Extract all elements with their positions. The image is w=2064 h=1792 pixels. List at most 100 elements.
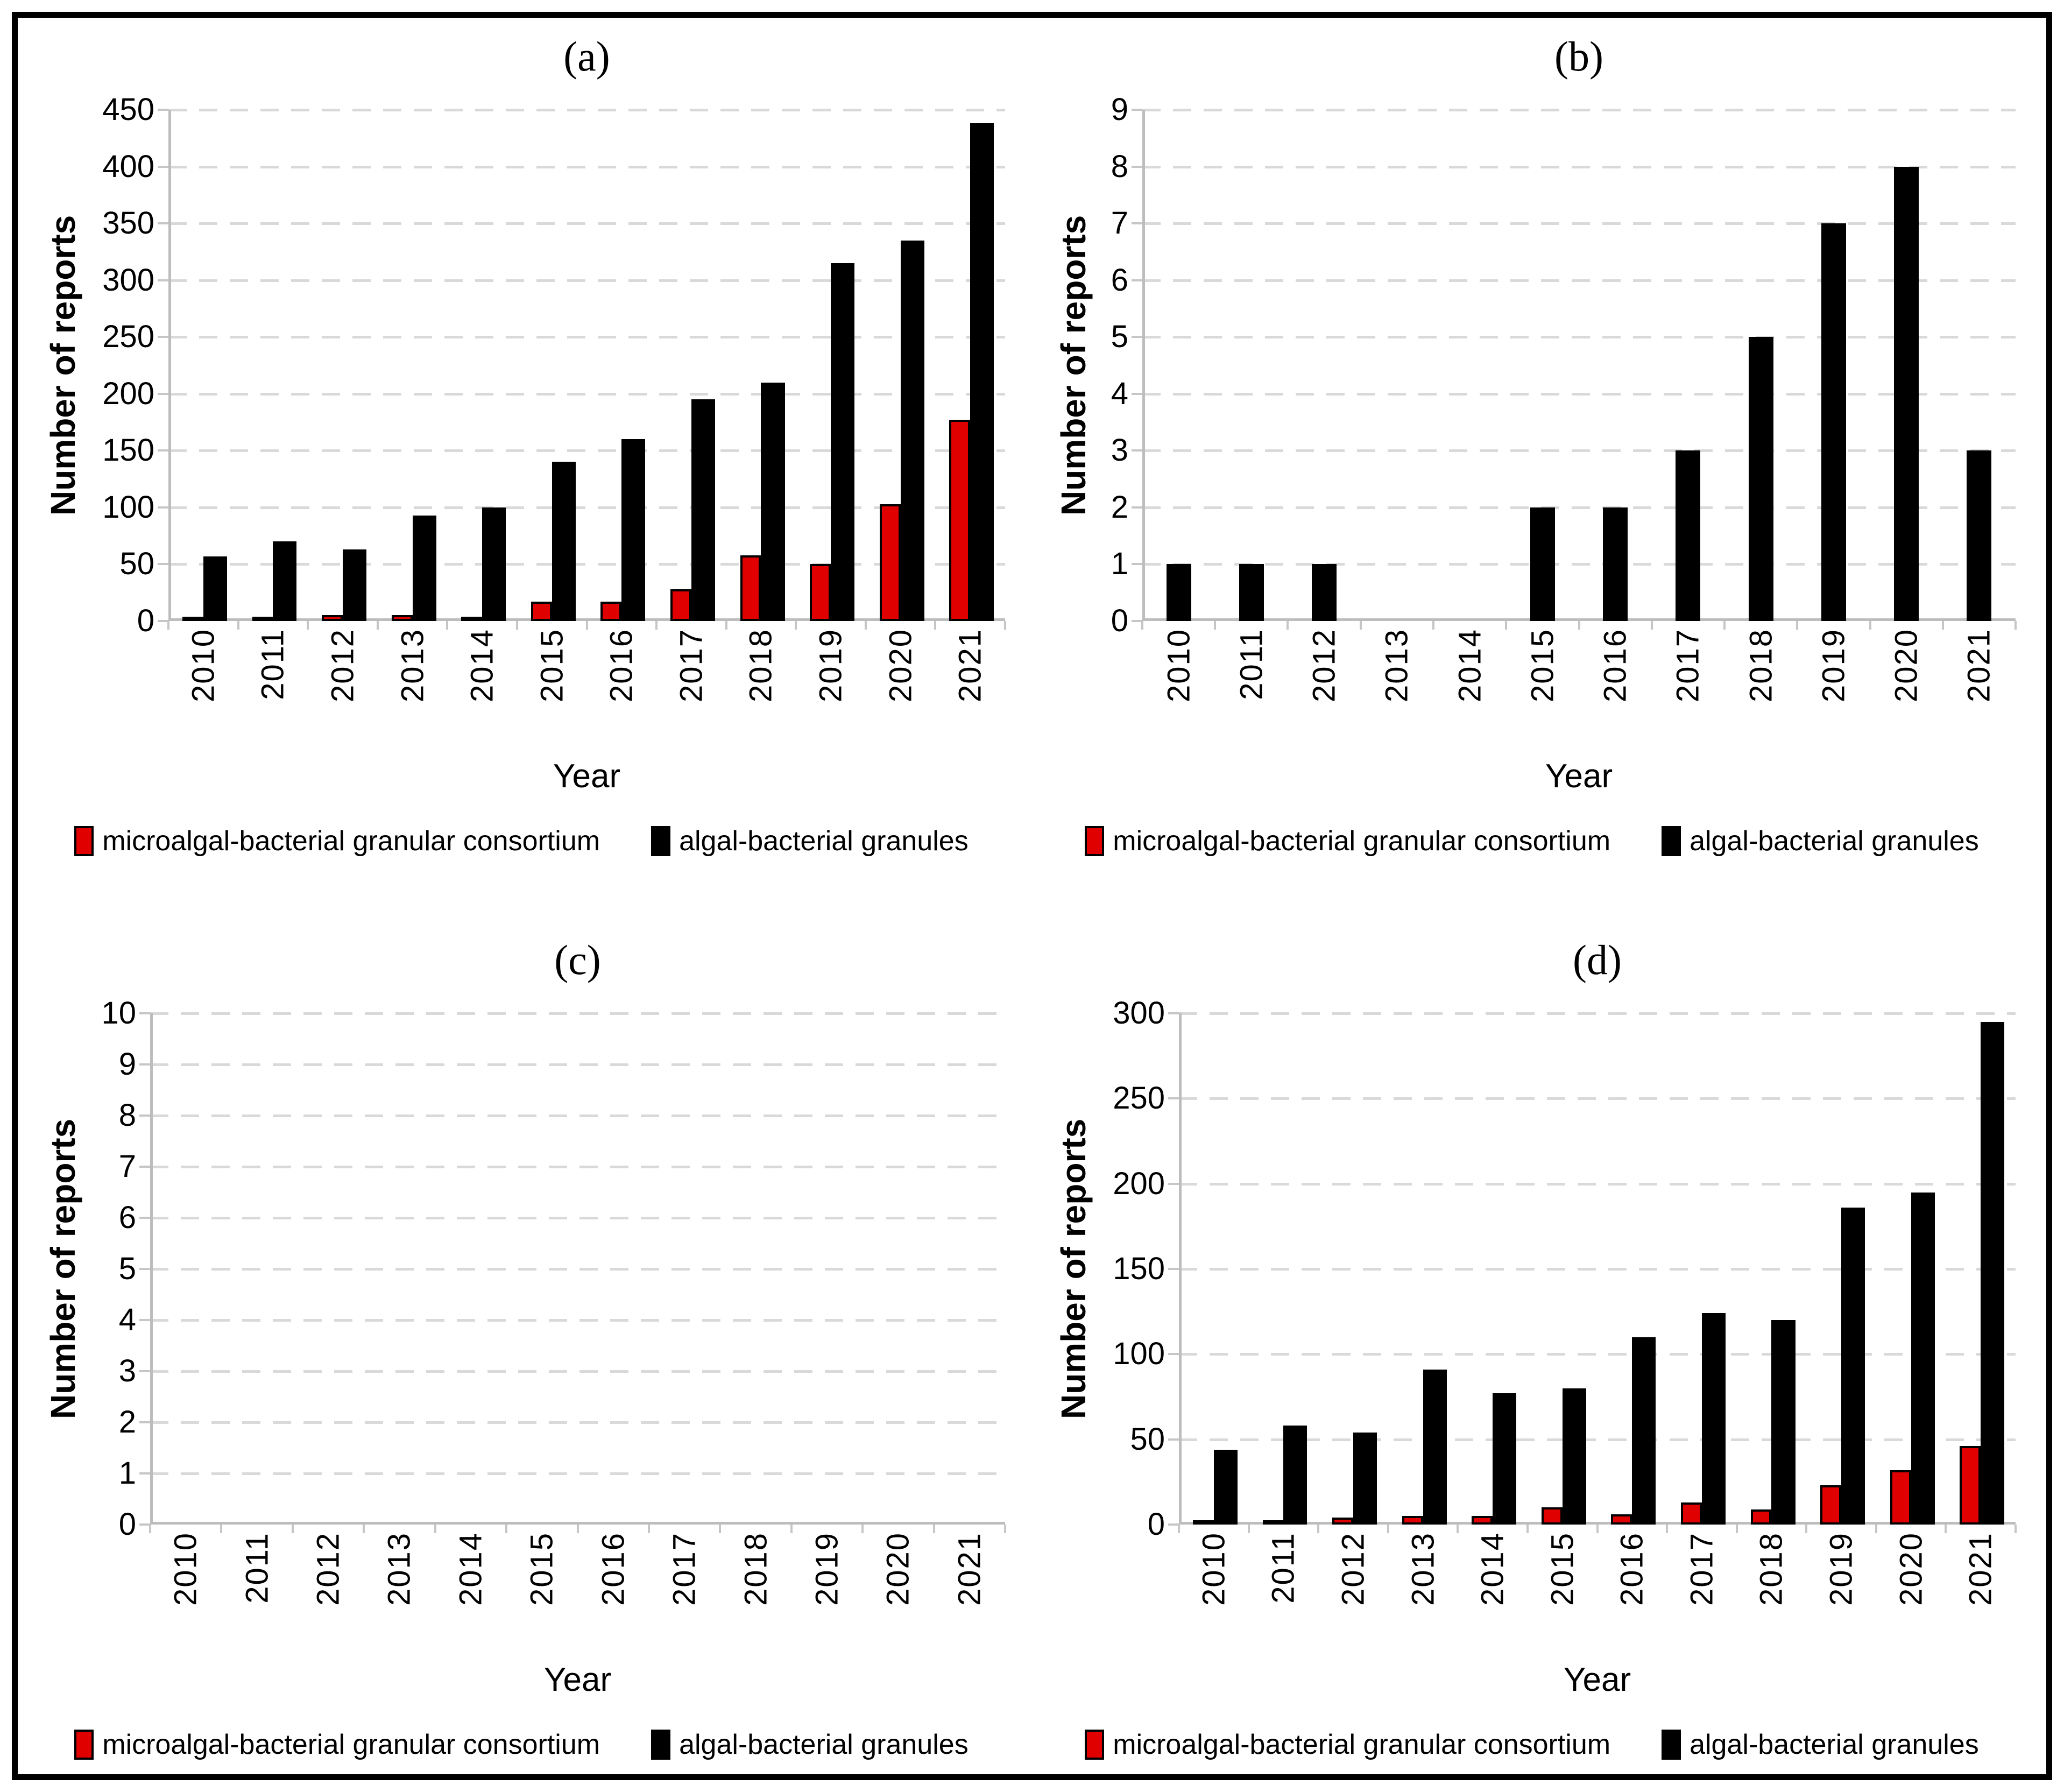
x-axis-tick-mark xyxy=(1359,621,1362,630)
legend-item: microalgal-bacterial granular consortium xyxy=(1085,1728,1610,1761)
x-axis-tick-mark xyxy=(505,1525,508,1533)
x-axis-tick-mark xyxy=(861,1525,864,1533)
x-tick-label-text: 2010 xyxy=(1161,629,1197,703)
panel-title: (d) xyxy=(1573,936,1622,983)
spacer xyxy=(38,629,168,750)
bar-algal-bacterial-granules xyxy=(203,556,227,621)
bar-microalgal-bacterial-granular-consortium xyxy=(1681,1502,1702,1525)
spacer xyxy=(1048,1662,1179,1705)
x-tick-label: 2018 xyxy=(738,1532,774,1606)
bar-algal-bacterial-granules xyxy=(1676,450,1701,621)
y-axis-tick-mark xyxy=(1132,392,1142,395)
x-tick-label-text: 2010 xyxy=(1196,1532,1232,1606)
x-tick-label-text: 2017 xyxy=(1684,1532,1720,1606)
bar-algal-bacterial-granules xyxy=(412,515,436,621)
y-axis-tick-labels: 0 1 2 3 4 5 6 7 8 9 10 xyxy=(89,998,150,1540)
y-axis-tick-mark xyxy=(139,1166,150,1168)
x-tick-label-text: 2020 xyxy=(883,629,918,703)
x-ticks-row: 2010 2011 2012 2013 2014 2015 2016 2017 2018 2019… xyxy=(38,629,1005,750)
legend-item: microalgal-bacterial granular consortium xyxy=(74,825,600,857)
bar-microalgal-bacterial-granular-consortium xyxy=(600,602,622,621)
x-tick-label-text: 2016 xyxy=(1598,629,1633,703)
bar-microalgal-bacterial-granular-consortium xyxy=(182,617,203,621)
legend: microalgal-bacterial granular consortium… xyxy=(38,815,1005,866)
bar-algal-bacterial-granules xyxy=(1981,1021,2005,1525)
x-tick-label: 2018 xyxy=(1754,1532,1790,1606)
x-tick-label: 2013 xyxy=(394,629,430,702)
bar-algal-bacterial-granules xyxy=(1239,564,1264,621)
y-axis-tick-mark xyxy=(1132,222,1142,225)
x-tick-label: 2021 xyxy=(1961,629,1997,702)
gridline xyxy=(1142,279,2016,282)
spacer xyxy=(1048,758,1142,801)
y-axis-tick-mark xyxy=(1132,506,1142,509)
chart-panel-c: (c) Number of reports 0 1 2 3 4 5 6 7 8 9 10 2010 2011… xyxy=(22,896,1032,1773)
x-axis-tick-mark xyxy=(1432,621,1434,630)
y-axis-tick-mark xyxy=(1132,109,1142,111)
x-tick-label: 2015 xyxy=(524,1532,560,1606)
plot-area xyxy=(139,1012,1006,1533)
gridline xyxy=(168,109,1005,111)
y-axis-tick-mark xyxy=(139,1012,150,1014)
x-axis-tick-mark xyxy=(1666,1525,1669,1533)
y-tick-label: 150 xyxy=(1113,1251,1165,1286)
x-tick-label: 2012 xyxy=(1306,629,1342,702)
x-axis-tick-mark xyxy=(795,621,797,630)
x-axis-tick-mark xyxy=(1457,1525,1459,1533)
x-tick-label: 2012 xyxy=(1335,1532,1371,1606)
legend-swatch-black xyxy=(651,826,671,856)
gridline xyxy=(150,1166,1005,1168)
y-axis-tick-mark xyxy=(1168,1438,1179,1441)
x-tick-label: 2019 xyxy=(809,1532,845,1606)
x-axis-tick-mark xyxy=(363,1525,365,1533)
chart-row: Number of reports 0 1 2 3 4 5 6 7 8 9 10 xyxy=(38,998,1006,1540)
figure-border xyxy=(12,12,2052,1780)
y-tick-label: 250 xyxy=(1113,1081,1165,1116)
x-ticks-row: 2010 2011 2012 2013 2014 2015 2016 2017 2018 2019… xyxy=(1048,629,2016,750)
bar-microalgal-bacterial-granular-consortium xyxy=(461,616,483,621)
bar-algal-bacterial-granules xyxy=(1911,1192,1935,1525)
gridline xyxy=(168,165,1005,168)
panel-title-row: (d) xyxy=(1048,939,2016,1004)
panel-title: (c) xyxy=(554,936,601,983)
x-tick-label-text: 2015 xyxy=(524,1532,560,1606)
y-tick-label: 2 xyxy=(118,1405,136,1440)
bar-microalgal-bacterial-granular-consortium xyxy=(1402,1516,1423,1525)
y-axis-tick-mark xyxy=(139,1370,150,1372)
x-axis-tick-mark xyxy=(864,621,867,630)
x-axis-tick-mark xyxy=(220,1525,223,1533)
x-tick-label: 2021 xyxy=(1963,1532,1999,1606)
x-title-row: Year xyxy=(38,758,1005,801)
spacer xyxy=(1048,1532,1179,1653)
gridline xyxy=(1179,1268,2016,1271)
y-axis-tick-mark xyxy=(139,1063,150,1066)
x-axis-tick-mark xyxy=(149,1525,151,1533)
legend: microalgal-bacterial granular consortium… xyxy=(1048,1719,2016,1770)
x-axis-tick-mark xyxy=(932,1525,935,1533)
x-tick-label-text: 2020 xyxy=(880,1532,916,1606)
x-tick-label-text: 2021 xyxy=(952,629,988,703)
x-tick-label: 2012 xyxy=(324,629,361,702)
x-axis-tick-mark xyxy=(376,621,379,630)
x-tick-label: 2014 xyxy=(1452,629,1488,702)
x-axis-tick-mark xyxy=(1869,621,1871,630)
x-axis-tick-mark xyxy=(1247,1525,1250,1533)
y-axis-tick-mark xyxy=(158,165,168,168)
x-axis-tick-mark xyxy=(585,621,588,630)
y-tick-label: 8 xyxy=(118,1098,136,1133)
x-tick-label: 2011 xyxy=(1233,629,1269,700)
x-tick-label-text: 2012 xyxy=(1335,1532,1371,1606)
x-tick-label: 2017 xyxy=(1684,1532,1720,1606)
x-title-row: Year xyxy=(1048,1661,2016,1705)
x-axis-line xyxy=(168,618,1005,621)
x-tick-label-text: 2020 xyxy=(1893,1532,1929,1606)
y-axis-line xyxy=(150,1013,153,1525)
gridline xyxy=(1142,109,2016,111)
gridline xyxy=(150,1268,1005,1271)
x-axis-tick-mark xyxy=(1317,1525,1320,1533)
gridline xyxy=(1142,449,2016,453)
x-axis-tick-labels: 2010 2011 2012 2013 2014 2015 2016 2017 2018 2019… xyxy=(150,1532,1005,1653)
y-tick-label: 0 xyxy=(118,1507,136,1542)
bar-algal-bacterial-granules xyxy=(900,240,924,621)
